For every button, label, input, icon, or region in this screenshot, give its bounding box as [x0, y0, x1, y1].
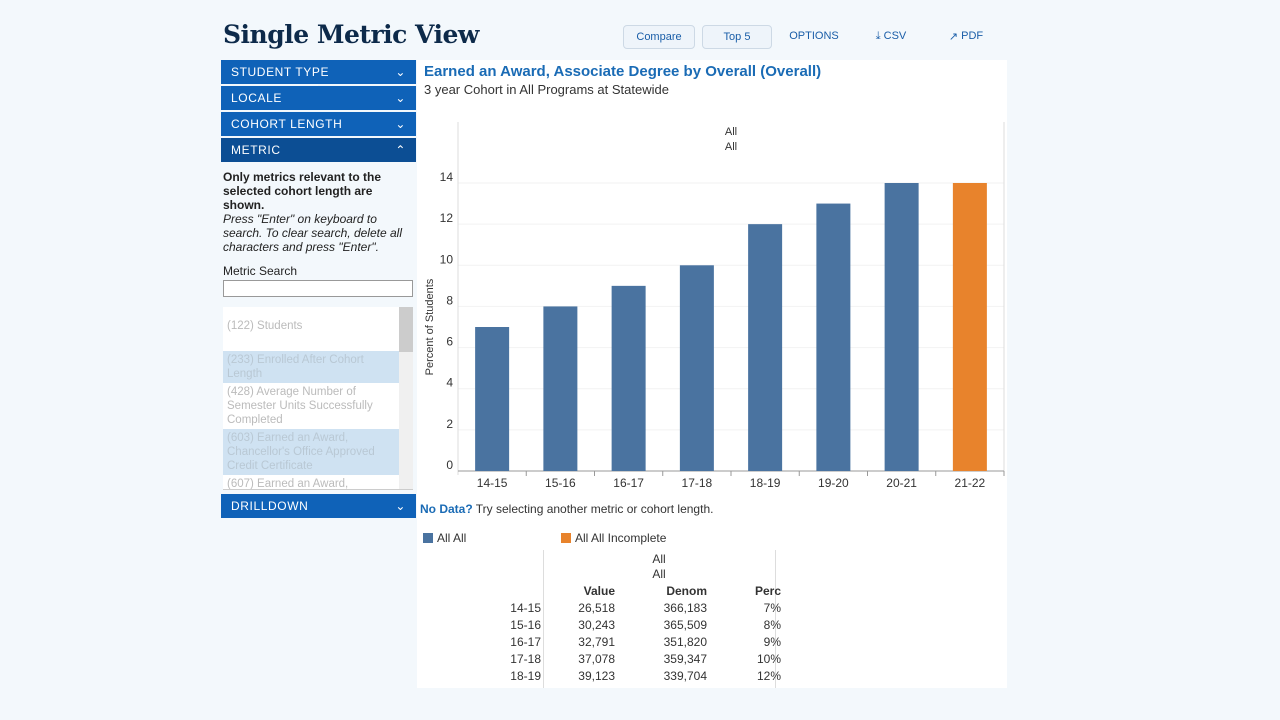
y-tick-label: 12: [440, 211, 454, 225]
table-row: 14-15 26,518 366,183 7%: [487, 599, 785, 616]
list-item[interactable]: (603) Earned an Award, Chancellor's Offi…: [223, 429, 399, 475]
table-cell-value: 39,123: [578, 668, 615, 683]
legend-swatch: [561, 533, 571, 543]
table-cell-value: 32,791: [578, 634, 615, 649]
table-cell-denom: 351,820: [663, 634, 707, 649]
bar-17-18: [679, 265, 714, 471]
accordion-locale[interactable]: LOCALE ⌄: [221, 86, 416, 110]
csv-button[interactable]: ⤓ CSV: [875, 29, 907, 43]
table-cell-year: 16-17: [510, 634, 541, 649]
page-title: Single Metric View: [223, 20, 479, 49]
data-table: Value Denom Perc 14-15 26,518 366,183 7% 15-16…: [487, 582, 785, 684]
metric-list[interactable]: (122) Students (233) Enrolled After Coho…: [223, 307, 413, 490]
pdf-button[interactable]: ↗ PDF: [948, 30, 984, 43]
sidebar: STUDENT TYPE ⌄ LOCALE ⌄ COHORT LENGTH ⌄ MET…: [221, 60, 416, 520]
main-panel: Earned an Award, Associate Degree by Ove…: [417, 60, 1007, 688]
y-tick-label: 2: [446, 417, 453, 431]
bar-18-19: [748, 224, 783, 471]
table-row: 18-19 39,123 339,704 12%: [487, 667, 785, 684]
table-cell-denom: 365,509: [663, 617, 707, 632]
x-tick-label: 20-21: [886, 476, 917, 490]
table-cell-year: 18-19: [510, 668, 541, 683]
table-cell-perc: 8%: [763, 617, 781, 632]
y-tick-label: 4: [446, 376, 453, 390]
chart-title: Earned an Award, Associate Degree by Ove…: [424, 63, 822, 80]
chart-header-label: All: [725, 126, 737, 138]
x-tick-label: 17-18: [682, 476, 713, 490]
accordion-cohort-length[interactable]: COHORT LENGTH ⌄: [221, 112, 416, 136]
table-cell-year: 14-15: [510, 600, 541, 615]
table-cell-perc: 10%: [756, 651, 781, 666]
x-tick-label: 21-22: [955, 476, 986, 490]
bar-19-20: [816, 203, 851, 472]
x-tick-label: 19-20: [818, 476, 849, 490]
bar-14-15: [475, 327, 510, 471]
chevron-up-icon: ⌃: [395, 143, 406, 157]
chevron-down-icon: ⌄: [395, 91, 406, 105]
table-cell-denom: 366,183: [663, 600, 707, 615]
chevron-down-icon: ⌄: [395, 499, 406, 513]
chevron-down-icon: ⌄: [395, 117, 406, 131]
table-cell-perc: 12%: [756, 668, 781, 683]
external-link-icon: ↗: [948, 30, 962, 43]
accordion-student-type[interactable]: STUDENT TYPE ⌄: [221, 60, 416, 84]
table-cell-perc: 7%: [763, 600, 781, 615]
download-icon: ⤓: [875, 29, 884, 42]
x-tick-label: 18-19: [750, 476, 781, 490]
chevron-down-icon: ⌄: [395, 65, 406, 79]
table-cell-year: 15-16: [510, 617, 541, 632]
compare-button[interactable]: Compare: [623, 25, 695, 49]
list-item[interactable]: (122) Students: [227, 320, 303, 332]
x-tick-label: 15-16: [545, 476, 576, 490]
table-group-header: All All: [652, 552, 666, 581]
bar-15-16: [543, 306, 578, 471]
table-cell-perc: 9%: [763, 634, 781, 649]
table-row: 15-16 30,243 365,509 8%: [487, 616, 785, 633]
table-cell-denom: 359,347: [663, 651, 707, 666]
y-tick-label: 14: [440, 170, 454, 184]
list-item[interactable]: (233) Enrolled After Cohort Length: [223, 351, 399, 383]
chart-subtitle: 3 year Cohort in All Programs at Statewi…: [424, 82, 669, 97]
table-row: 16-17 32,791 351,820 9%: [487, 633, 785, 650]
y-axis-label: Percent of Students: [424, 278, 436, 375]
accordion-metric[interactable]: METRIC ⌃: [221, 138, 416, 162]
no-data-hint: No Data? Try selecting another metric or…: [420, 502, 714, 516]
bar-20-21: [884, 183, 919, 471]
metric-search-input[interactable]: [223, 280, 413, 297]
table-cell-denom: 339,704: [663, 668, 707, 683]
options-button[interactable]: OPTIONS: [789, 30, 839, 42]
table-row: 17-18 37,078 359,347 10%: [487, 650, 785, 667]
legend-swatch: [423, 533, 433, 543]
chart-header-label: All: [725, 141, 737, 153]
list-item[interactable]: (607) Earned an Award,: [227, 478, 349, 490]
x-tick-label: 16-17: [613, 476, 644, 490]
legend-item: All All Incomplete: [561, 531, 666, 545]
metric-note: Only metrics relevant to the selected co…: [223, 170, 402, 254]
list-item[interactable]: (428) Average Number of Semester Units S…: [227, 386, 373, 426]
y-tick-label: 8: [446, 293, 453, 307]
x-tick-label: 14-15: [477, 476, 508, 490]
bar-chart: 0 2 4 6 8 10 12 14 Percent of Students All All 14-1…: [424, 122, 1005, 490]
y-tick-label: 10: [440, 252, 454, 266]
table-cell-value: 26,518: [578, 600, 615, 615]
top5-button[interactable]: Top 5: [702, 25, 772, 49]
legend-item: All All: [423, 531, 466, 545]
bar-21-22: [952, 183, 987, 471]
bar-16-17: [611, 285, 646, 471]
scrollbar[interactable]: [399, 307, 413, 489]
y-tick-label: 6: [446, 335, 453, 349]
table-cell-year: 17-18: [510, 651, 541, 666]
y-tick-label: 0: [446, 458, 453, 472]
accordion-drilldown[interactable]: DRILLDOWN ⌄: [221, 494, 416, 518]
table-cell-value: 37,078: [578, 651, 615, 666]
table-cell-value: 30,243: [578, 617, 615, 632]
metric-search-label: Metric Search: [223, 264, 298, 278]
